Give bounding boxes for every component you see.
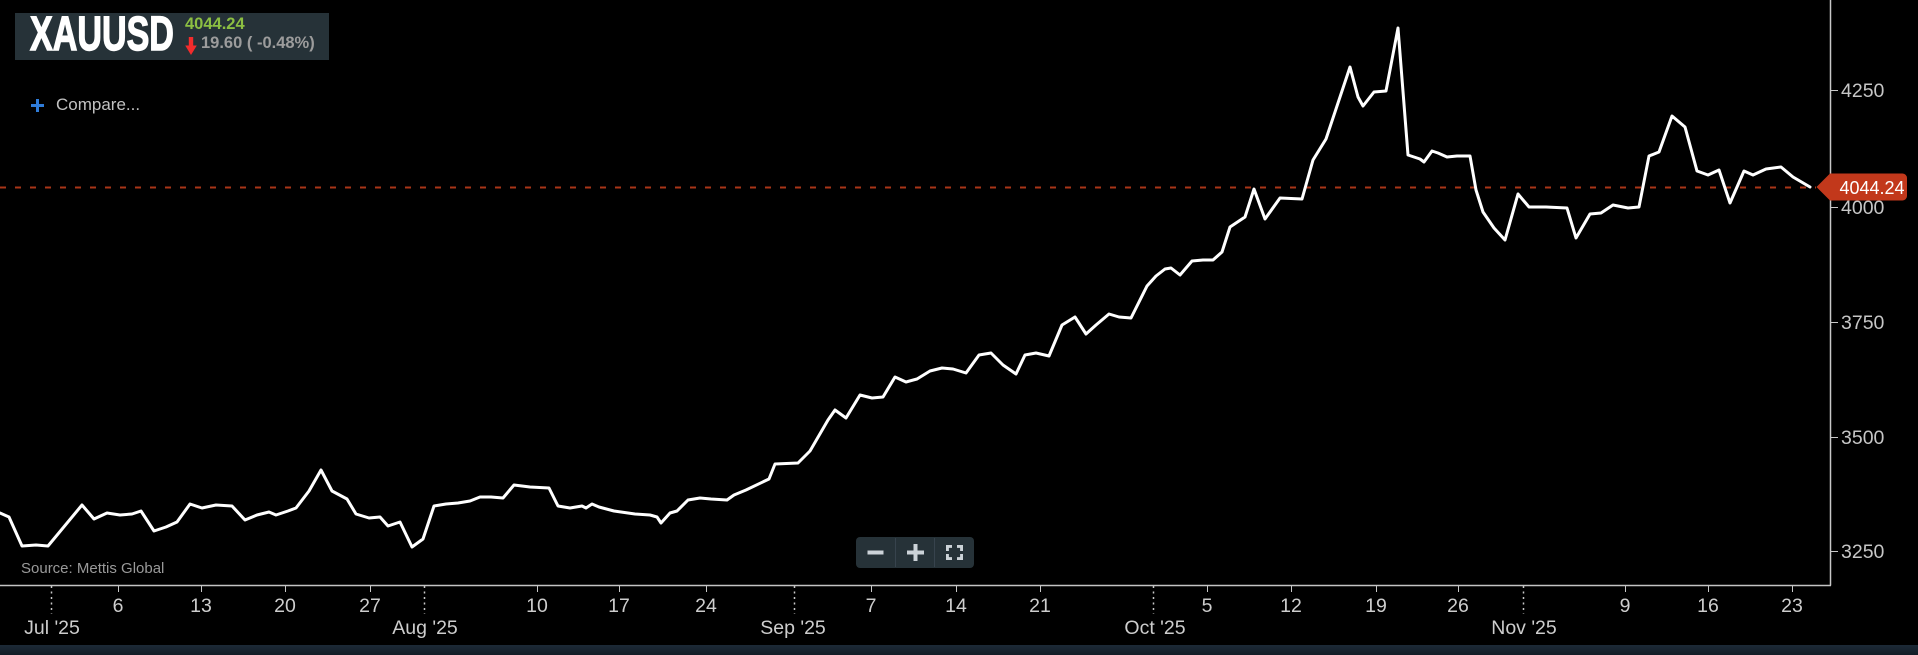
svg-text:21: 21 xyxy=(1029,595,1051,617)
svg-text:24: 24 xyxy=(695,595,717,617)
svg-text:4044.24: 4044.24 xyxy=(1839,178,1904,198)
svg-text:5: 5 xyxy=(1202,595,1213,617)
svg-text:Jul '25: Jul '25 xyxy=(24,617,80,639)
svg-text:3250: 3250 xyxy=(1841,541,1885,563)
svg-text:7: 7 xyxy=(866,595,877,617)
svg-text:20: 20 xyxy=(274,595,296,617)
svg-text:9: 9 xyxy=(1620,595,1631,617)
svg-text:19: 19 xyxy=(1365,595,1387,617)
svg-text:3500: 3500 xyxy=(1841,427,1885,449)
svg-text:27: 27 xyxy=(359,595,381,617)
svg-text:3750: 3750 xyxy=(1841,312,1885,334)
svg-text:Sep '25: Sep '25 xyxy=(760,617,826,639)
svg-text:4000: 4000 xyxy=(1841,197,1885,219)
svg-text:23: 23 xyxy=(1781,595,1803,617)
svg-text:6: 6 xyxy=(113,595,124,617)
svg-text:14: 14 xyxy=(945,595,967,617)
svg-text:10: 10 xyxy=(526,595,548,617)
svg-text:4250: 4250 xyxy=(1841,80,1885,102)
svg-text:Aug '25: Aug '25 xyxy=(392,617,458,639)
svg-text:16: 16 xyxy=(1697,595,1719,617)
svg-text:Nov '25: Nov '25 xyxy=(1491,617,1557,639)
svg-text:13: 13 xyxy=(190,595,212,617)
svg-text:Oct '25: Oct '25 xyxy=(1124,617,1185,639)
svg-text:12: 12 xyxy=(1280,595,1302,617)
svg-text:17: 17 xyxy=(608,595,630,617)
svg-text:26: 26 xyxy=(1447,595,1469,617)
